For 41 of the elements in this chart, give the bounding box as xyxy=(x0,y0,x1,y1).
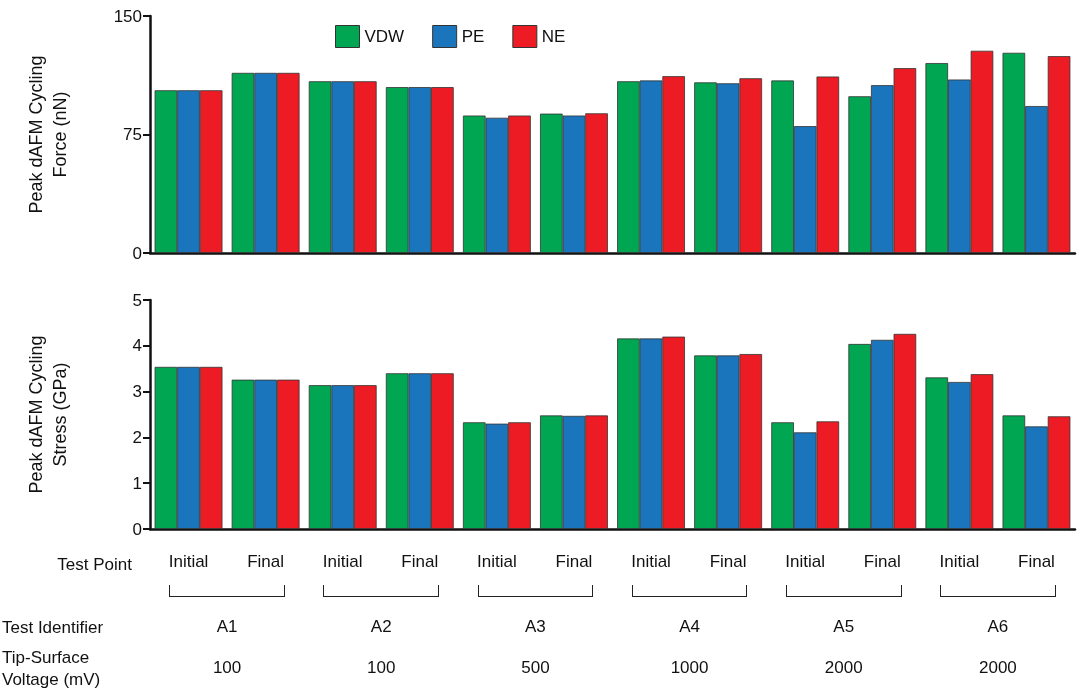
text: 1000 xyxy=(669,658,710,678)
x-tick-label: Initial xyxy=(477,552,517,571)
y-tick-label: 0 xyxy=(132,519,142,539)
y-tick-label: 4 xyxy=(132,336,142,356)
text: A2 xyxy=(369,617,393,637)
text: 100 xyxy=(366,658,397,678)
x-axis-title: Test Point xyxy=(57,555,132,575)
legend-label: PE xyxy=(461,27,485,46)
x-tick-label: Final xyxy=(709,552,747,571)
text: Test Identifier xyxy=(2,617,105,639)
y-axis-title: Peak dAFM Cycling Stress (GPa) xyxy=(26,335,70,494)
y-tick-label: 1 xyxy=(132,473,142,493)
x-tick-label: Final xyxy=(863,552,901,571)
x-tick-label: Final xyxy=(555,552,593,571)
legend-label: VDW xyxy=(364,27,405,46)
text: 2000 xyxy=(978,658,1018,678)
text: 100 xyxy=(211,658,243,678)
y-tick-label: 75 xyxy=(123,125,142,144)
y-axis-title: Peak dAFM Cycling Force (nN) xyxy=(26,55,70,214)
text: 2000 xyxy=(823,658,864,678)
x-tick-label: Final xyxy=(247,552,285,571)
x-tick-label: Final xyxy=(401,552,439,571)
x-tick-label: Initial xyxy=(939,552,980,571)
y-tick-label: 0 xyxy=(132,243,142,263)
x-tick-label: Initial xyxy=(322,552,363,571)
y-tick-label: 3 xyxy=(132,382,142,402)
text: Tip-Surface Voltage (mV) xyxy=(2,647,102,689)
y-tick-label: 2 xyxy=(132,427,142,447)
x-tick-label: Initial xyxy=(168,552,209,571)
text: A6 xyxy=(986,617,1010,637)
x-tick-label: Initial xyxy=(631,552,671,571)
text: A1 xyxy=(215,617,239,637)
text: A5 xyxy=(832,617,856,637)
x-tick-label: Initial xyxy=(785,552,826,571)
text: A4 xyxy=(678,617,701,637)
legend-label: NE xyxy=(541,27,566,46)
text: A3 xyxy=(524,617,547,637)
y-tick-label: 5 xyxy=(132,290,142,310)
x-tick-label: Final xyxy=(1018,552,1055,571)
y-tick-label: 150 xyxy=(113,6,142,26)
text: 500 xyxy=(520,658,551,678)
